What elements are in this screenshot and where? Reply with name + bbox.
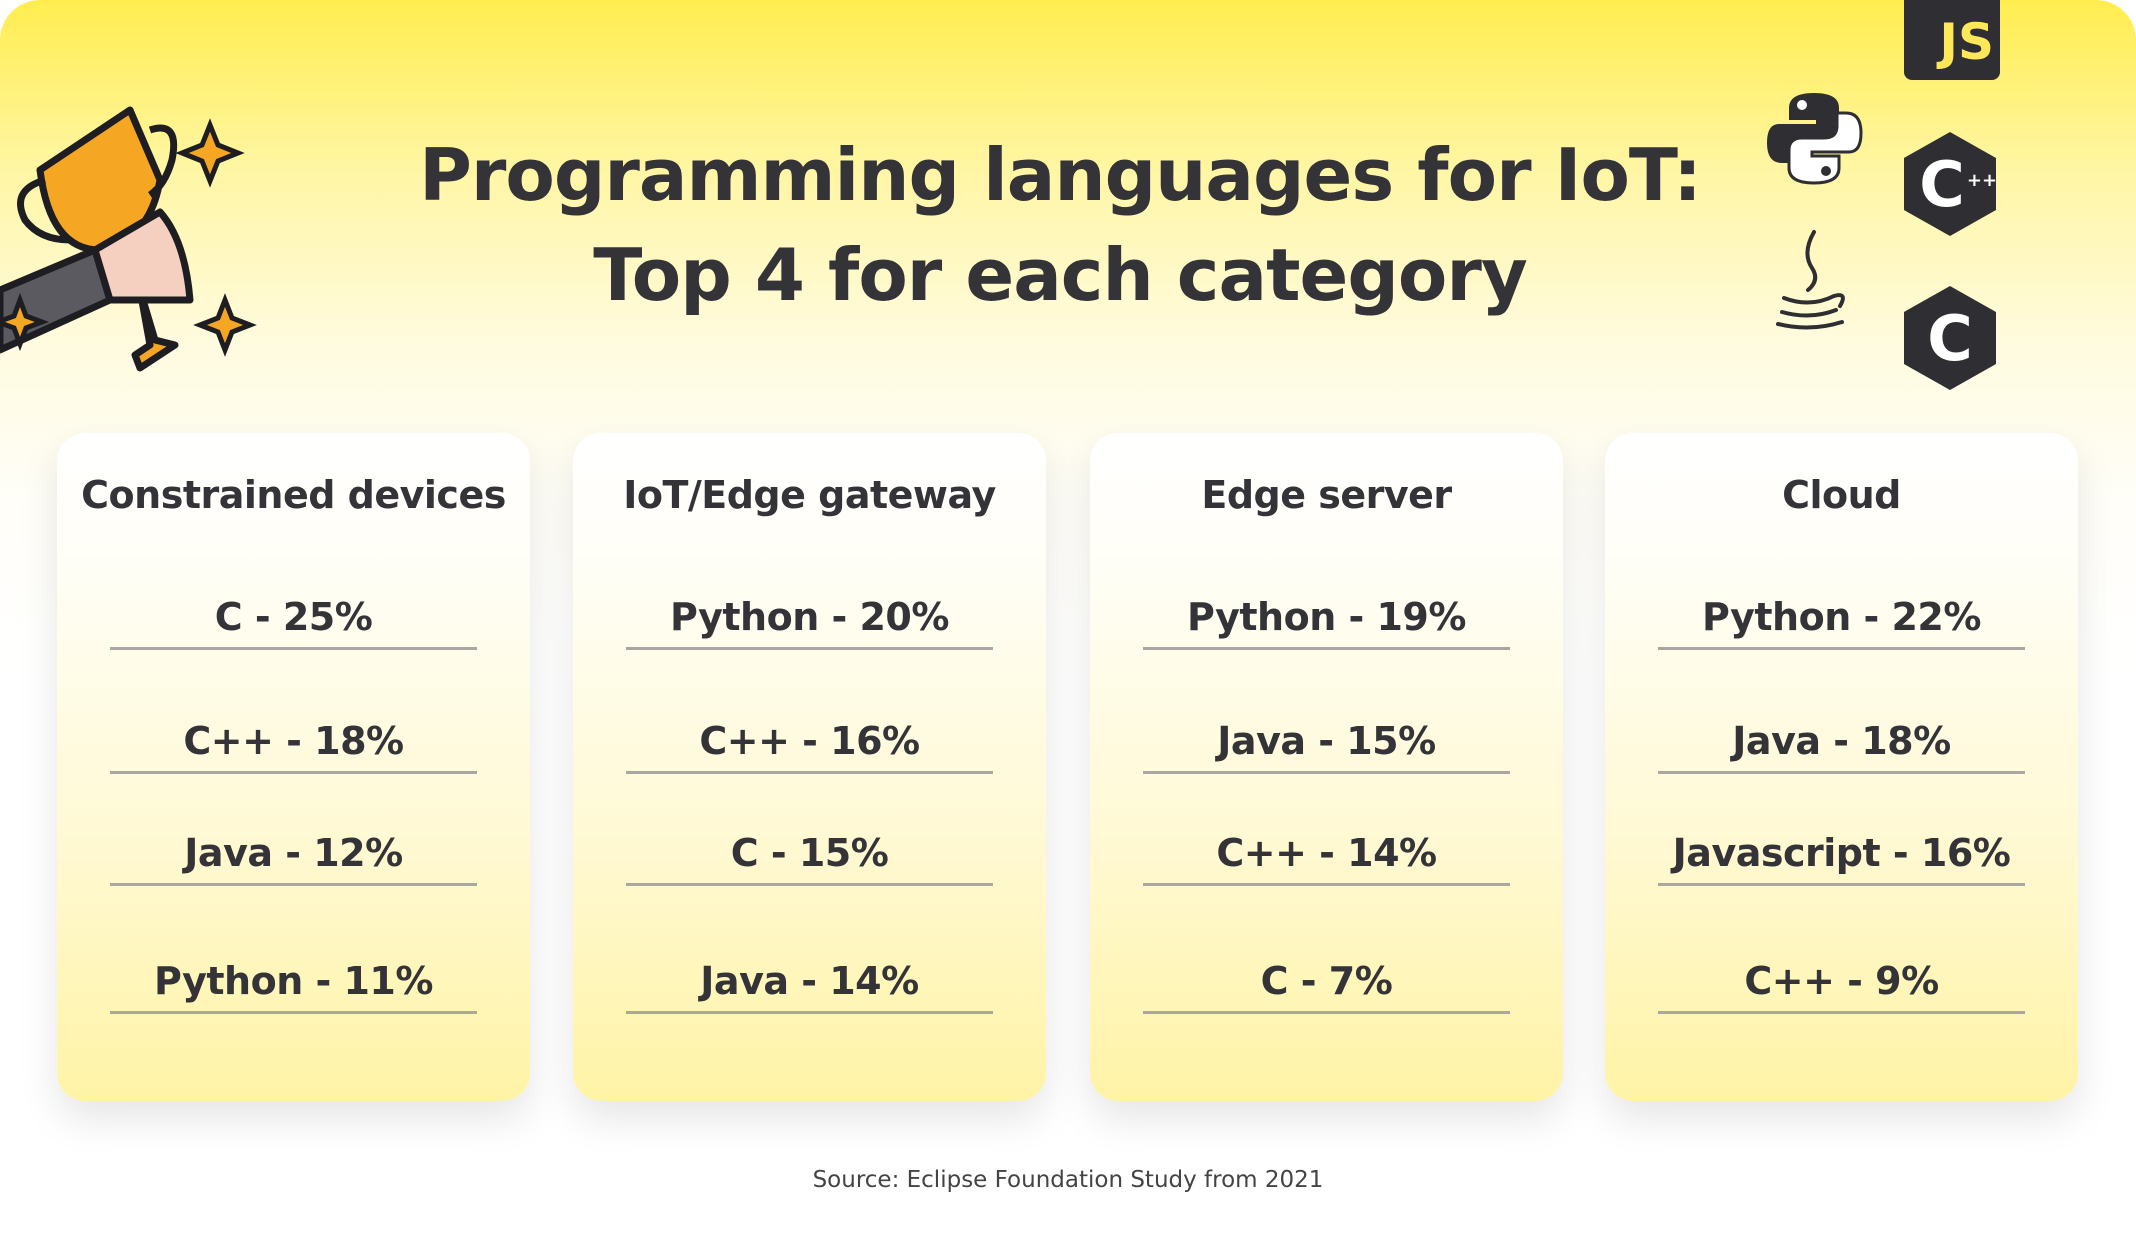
c-letter: C <box>1927 302 1973 375</box>
cpp-icon: C ++ <box>1904 132 1997 236</box>
svg-text:++: ++ <box>1967 170 1997 191</box>
list-item: C++ - 9% <box>1658 959 2025 1014</box>
list-item: C - 15% <box>626 831 993 886</box>
list-item: Java - 12% <box>110 831 477 886</box>
title-line-1: Programming languages for IoT: <box>419 133 1702 217</box>
list-item: Python - 19% <box>1143 595 1510 650</box>
list-item: C - 7% <box>1143 959 1510 1014</box>
trophy-icon <box>0 106 257 372</box>
cpp-letter: C <box>1919 148 1965 221</box>
list-item: Python - 11% <box>110 959 477 1014</box>
list-item: C++ - 16% <box>626 719 993 774</box>
list-item: Java - 18% <box>1658 719 2025 774</box>
list-item: Java - 14% <box>626 959 993 1014</box>
list-item: C++ - 18% <box>110 719 477 774</box>
category-card-constrained-devices: Constrained devices C - 25% C++ - 18% Ja… <box>57 433 530 1101</box>
title-line-2: Top 4 for each category <box>593 233 1528 317</box>
source-note: Source: Eclipse Foundation Study from 20… <box>812 1167 1324 1193</box>
c-icon: C <box>1904 286 1996 390</box>
card-title: Constrained devices <box>81 473 506 517</box>
category-card-iot-edge-gateway: IoT/Edge gateway Python - 20% C++ - 16% … <box>573 433 1046 1101</box>
page-title: Programming languages for IoT: Top 4 for… <box>340 125 1780 325</box>
category-card-cloud: Cloud Python - 22% Java - 18% Javascript… <box>1605 433 2078 1101</box>
list-item: C - 25% <box>110 595 477 650</box>
card-title: IoT/Edge gateway <box>623 473 996 517</box>
category-card-edge-server: Edge server Python - 19% Java - 15% C++ … <box>1090 433 1563 1101</box>
card-title: Cloud <box>1782 473 1901 517</box>
list-item: Java - 15% <box>1143 719 1510 774</box>
list-item: Javascript - 16% <box>1658 831 2025 886</box>
java-icon <box>1776 230 1845 330</box>
python-icon <box>1767 93 1863 185</box>
list-item: Python - 20% <box>626 595 993 650</box>
card-title: Edge server <box>1201 473 1452 517</box>
list-item: Python - 22% <box>1658 595 2025 650</box>
list-item: C++ - 14% <box>1143 831 1510 886</box>
javascript-icon: JS <box>1904 0 2000 80</box>
